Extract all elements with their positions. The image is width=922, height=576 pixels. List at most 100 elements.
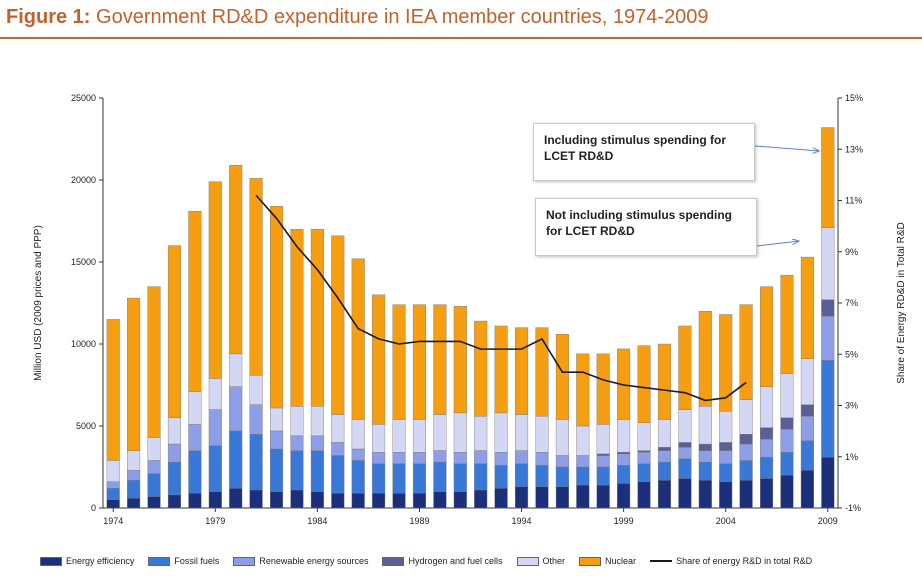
legend-swatch <box>148 556 171 566</box>
figure-title: Figure 1: Government RD&D expenditure in… <box>6 6 709 29</box>
title-rule <box>0 37 922 39</box>
bar-other <box>657 419 671 448</box>
y-tick-label: 0 <box>91 503 96 513</box>
y-tick-label: 10000 <box>71 339 96 349</box>
bar-fossil-fuels <box>270 448 284 492</box>
bar-renewable-energy-sources <box>208 409 222 446</box>
bar-fossil-fuels <box>208 445 222 492</box>
bar-other <box>392 419 406 453</box>
bar-other <box>576 425 590 456</box>
bar-nuclear <box>494 325 508 414</box>
bar-nuclear <box>310 228 324 407</box>
arrow-without-stimulus <box>756 241 799 247</box>
bar-other <box>208 378 222 410</box>
legend-item: Nuclear <box>579 556 636 566</box>
bar-energy-efficiency <box>208 491 222 509</box>
legend-label: Fossil fuels <box>174 556 220 566</box>
bar-fossil-fuels <box>229 430 243 489</box>
bar-other <box>290 406 304 437</box>
legend-swatch <box>579 556 602 566</box>
bar-hydrogen-and-fuel-cells <box>739 434 753 445</box>
bar-hydrogen-and-fuel-cells <box>637 450 651 453</box>
bar-energy-efficiency <box>433 491 447 509</box>
bar-energy-efficiency <box>167 494 181 509</box>
bar-energy-efficiency <box>351 493 365 509</box>
bar-nuclear <box>678 325 692 410</box>
bar-other <box>127 450 141 471</box>
legend-swatch <box>382 556 405 566</box>
bar-renewable-energy-sources <box>515 450 529 464</box>
bar-nuclear <box>780 274 794 374</box>
bar-other <box>412 419 426 453</box>
bar-energy-efficiency <box>576 484 590 509</box>
bar-fossil-fuels <box>249 434 263 491</box>
bar-nuclear <box>474 320 488 417</box>
bar-nuclear <box>821 127 835 228</box>
bar-renewable-energy-sources <box>637 452 651 464</box>
bar-nuclear <box>739 304 753 400</box>
bar-fossil-fuels <box>637 463 651 482</box>
bar-other <box>637 422 651 451</box>
bar-renewable-energy-sources <box>596 455 610 468</box>
bar-renewable-energy-sources <box>372 452 386 464</box>
y2-tick-label: 7% <box>845 298 858 308</box>
bar-nuclear <box>800 256 814 359</box>
bar-nuclear <box>188 210 202 392</box>
bar-nuclear <box>698 311 712 407</box>
annotation-with-stimulus: Including stimulus spending for LCET RD&… <box>533 123 755 181</box>
bar-fossil-fuels <box>290 450 304 491</box>
bar-nuclear <box>331 235 345 415</box>
bar-renewable-energy-sources <box>739 443 753 461</box>
y2-tick-label: 13% <box>845 144 863 154</box>
x-tick-label: 2004 <box>716 516 736 526</box>
y2-tick-label: 11% <box>845 196 862 206</box>
bar-renewable-energy-sources <box>453 452 467 464</box>
bar-energy-efficiency <box>453 491 467 509</box>
bar-renewable-energy-sources <box>147 460 161 474</box>
bar-fossil-fuels <box>515 463 529 487</box>
bar-renewable-energy-sources <box>800 415 814 441</box>
legend-label: Energy efficiency <box>66 556 135 566</box>
bar-other <box>106 460 120 482</box>
bar-hydrogen-and-fuel-cells <box>678 442 692 448</box>
legend-swatch <box>516 556 539 566</box>
bar-hydrogen-and-fuel-cells <box>780 417 794 430</box>
bar-renewable-energy-sources <box>270 430 284 450</box>
bar-nuclear <box>351 258 365 420</box>
bar-fossil-fuels <box>188 450 202 494</box>
bar-renewable-energy-sources <box>780 429 794 453</box>
bar-fossil-fuels <box>780 452 794 476</box>
legend-line-swatch <box>650 560 673 562</box>
bar-nuclear <box>290 228 304 407</box>
bar-fossil-fuels <box>412 463 426 494</box>
bar-other <box>372 424 386 453</box>
y2-tick-label: 15% <box>845 93 863 103</box>
bar-renewable-energy-sources <box>698 450 712 463</box>
legend-label: Share of energy R&D in total R&D <box>676 556 813 566</box>
bar-other <box>331 414 345 443</box>
bar-energy-efficiency <box>678 478 692 509</box>
bar-energy-efficiency <box>800 470 814 509</box>
bar-fossil-fuels <box>800 440 814 471</box>
bar-renewable-energy-sources <box>290 435 304 451</box>
legend-label: Hydrogen and fuel cells <box>408 556 503 566</box>
bar-renewable-energy-sources <box>617 453 631 466</box>
x-tick-label: 1999 <box>614 516 634 526</box>
bar-other <box>147 437 161 461</box>
bar-nuclear <box>412 304 426 420</box>
bar-other <box>800 358 814 405</box>
y-axis-label: Million USD (2009 prices and PPP) <box>33 225 44 381</box>
annotation-without-stimulus-text: Not including stimulus spending for LCET… <box>546 208 732 238</box>
bar-other <box>555 419 569 456</box>
bar-fossil-fuels <box>372 463 386 494</box>
bar-renewable-energy-sources <box>167 443 181 463</box>
bar-nuclear <box>657 343 671 420</box>
bar-nuclear <box>719 314 733 412</box>
bar-renewable-energy-sources <box>106 481 120 489</box>
arrow-with-stimulus <box>754 145 819 151</box>
bar-renewable-energy-sources <box>474 450 488 464</box>
bar-energy-efficiency <box>719 481 733 509</box>
bar-energy-efficiency <box>555 486 569 509</box>
y-tick-label: 20000 <box>71 175 96 185</box>
